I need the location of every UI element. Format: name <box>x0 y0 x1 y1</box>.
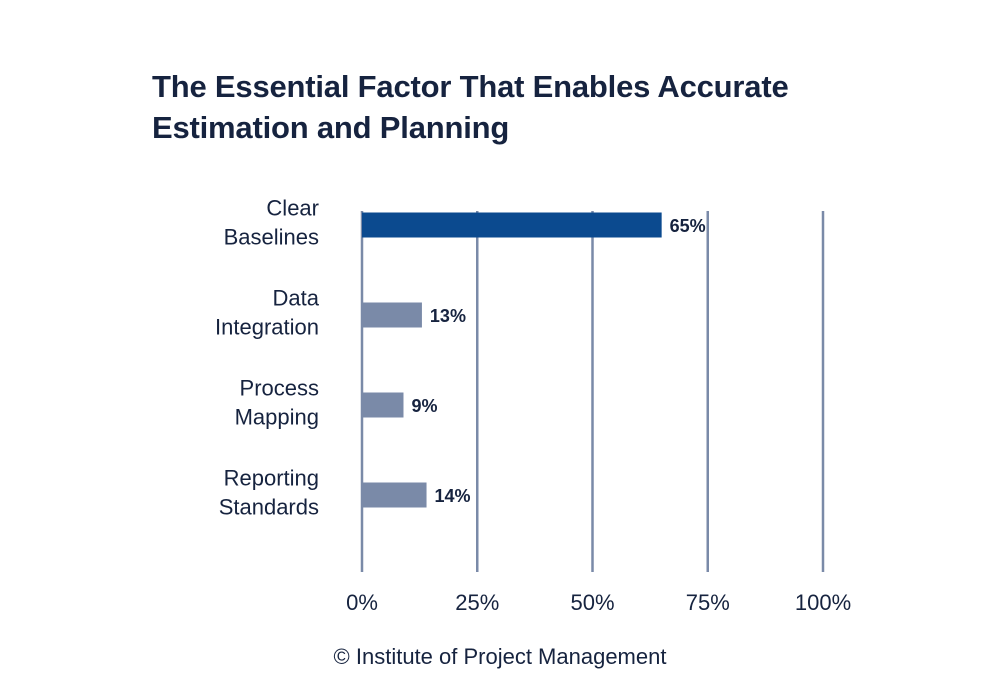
x-tick-label: 0% <box>346 590 378 615</box>
gridlines <box>360 211 825 572</box>
copyright-footer: © Institute of Project Management <box>333 644 667 669</box>
bar <box>362 212 662 238</box>
x-tick-label: 50% <box>570 590 614 615</box>
bar <box>362 392 404 418</box>
category-label: Mapping <box>235 405 319 430</box>
data-label: 14% <box>435 486 471 506</box>
data-label: 65% <box>670 216 706 236</box>
category-label: Clear <box>266 196 319 221</box>
category-label: Process <box>240 376 319 401</box>
bars <box>362 212 662 508</box>
x-tick-label: 75% <box>686 590 730 615</box>
chart-title: The Essential Factor That Enables Accura… <box>152 69 789 145</box>
category-label: Standards <box>219 495 319 520</box>
x-tick-label: 100% <box>795 590 851 615</box>
data-label: 9% <box>411 396 437 416</box>
category-label: Integration <box>215 315 319 340</box>
bar <box>362 482 427 508</box>
category-label: Data <box>273 286 320 311</box>
data-label: 13% <box>430 306 466 326</box>
labels: 0% 25% 50% 75% 100% 65% Clear Baselines 13% Data I… <box>215 196 851 616</box>
category-label: Reporting <box>224 466 319 491</box>
x-tick-label: 25% <box>455 590 499 615</box>
bar <box>362 302 422 328</box>
category-label: Baselines <box>224 225 319 250</box>
